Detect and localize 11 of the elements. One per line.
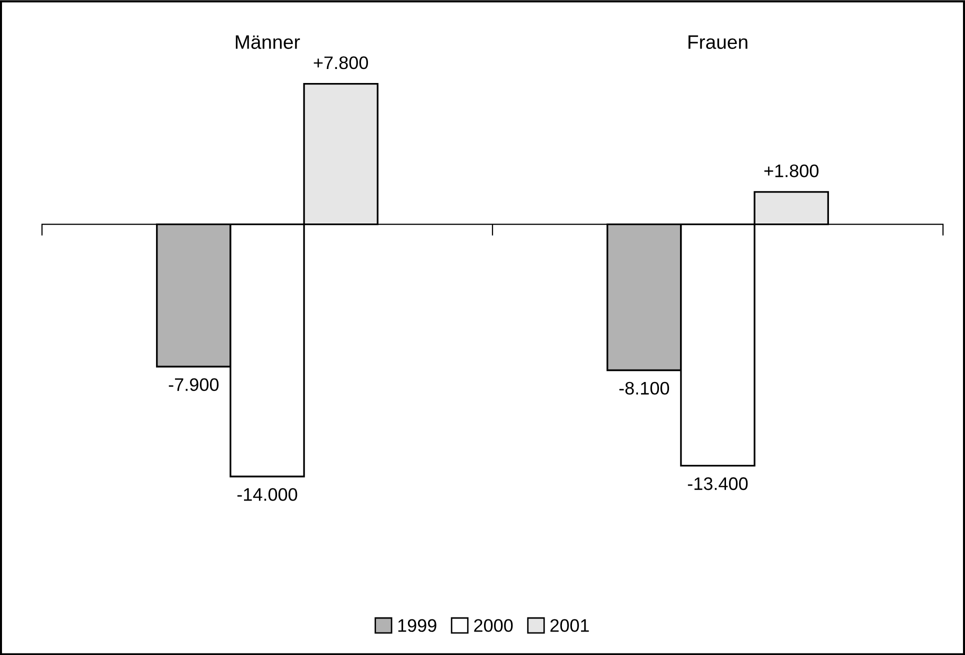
data-label: -13.400 <box>688 477 748 490</box>
data-label: -7.900 <box>168 378 219 392</box>
x-tick-label: Männer <box>236 35 300 49</box>
legend-label: 2001 <box>550 619 589 632</box>
legend-label: 2000 <box>474 619 513 632</box>
x-tick-label: Frauen <box>688 35 748 49</box>
data-label: +1.800 <box>764 164 818 178</box>
data-label: +7.800 <box>314 56 368 70</box>
data-label: -14.000 <box>237 488 298 501</box>
legend-label: 1999 <box>398 619 436 632</box>
data-label: -8.100 <box>619 382 670 395</box>
